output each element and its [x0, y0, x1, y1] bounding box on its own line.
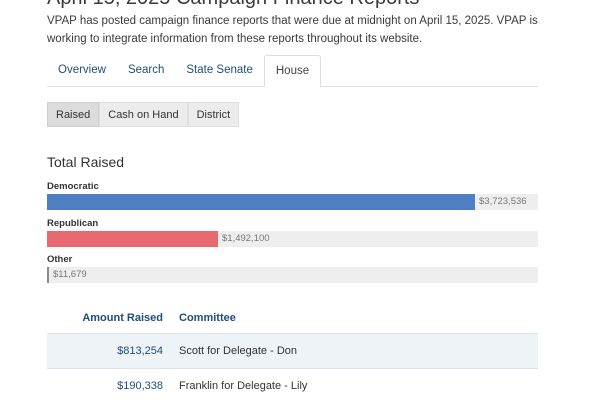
- bar-republican: Republican $1,492,100: [47, 218, 538, 247]
- tab-search[interactable]: Search: [117, 55, 175, 85]
- bar-fill-democratic: [47, 194, 475, 210]
- bar-value-republican: $1,492,100: [222, 231, 270, 247]
- amount-cell: $813,254: [47, 334, 171, 369]
- bar-label-other: Other: [47, 254, 538, 266]
- bar-value-other: $11,679: [53, 267, 87, 283]
- tab-bar: Overview Search State Senate House: [47, 55, 538, 87]
- tab-state-senate[interactable]: State Senate: [175, 55, 264, 85]
- committee-header[interactable]: Committee: [171, 303, 538, 334]
- bar-fill-other: [47, 267, 49, 283]
- district-button[interactable]: District: [188, 102, 240, 127]
- metric-toggle: Raised Cash on Hand District: [47, 102, 239, 127]
- bar-track-other: $11,679: [47, 267, 538, 283]
- amount-raised-header[interactable]: Amount Raised: [47, 303, 171, 334]
- amount-cell: $190,338: [47, 369, 171, 403]
- tab-house[interactable]: House: [264, 55, 321, 87]
- bar-fill-republican: [47, 231, 218, 247]
- bar-track-democratic: $3,723,536: [47, 194, 538, 210]
- section-title: Total Raised: [47, 154, 124, 170]
- table-row: $813,254 Scott for Delegate - Don: [47, 334, 538, 369]
- committee-cell: Scott for Delegate - Don: [171, 334, 538, 369]
- committee-table: Amount Raised Committee $813,254 Scott f…: [47, 303, 538, 403]
- table-header-row: Amount Raised Committee: [47, 303, 538, 334]
- bar-label-republican: Republican: [47, 218, 538, 230]
- bar-democratic: Democratic $3,723,536: [47, 181, 538, 210]
- page-title: April 15, 2025 Campaign Finance Reports: [47, 0, 419, 10]
- bar-track-republican: $1,492,100: [47, 231, 538, 247]
- bar-other: Other $11,679: [47, 254, 538, 283]
- cash-on-hand-button[interactable]: Cash on Hand: [99, 102, 187, 127]
- tab-overview[interactable]: Overview: [47, 55, 117, 85]
- table-row: $190,338 Franklin for Delegate - Lily: [47, 369, 538, 403]
- bar-value-democratic: $3,723,536: [479, 194, 527, 210]
- intro-text: VPAP has posted campaign finance reports…: [47, 12, 547, 48]
- raised-button[interactable]: Raised: [47, 102, 99, 127]
- bar-label-democratic: Democratic: [47, 181, 538, 193]
- committee-cell: Franklin for Delegate - Lily: [171, 369, 538, 403]
